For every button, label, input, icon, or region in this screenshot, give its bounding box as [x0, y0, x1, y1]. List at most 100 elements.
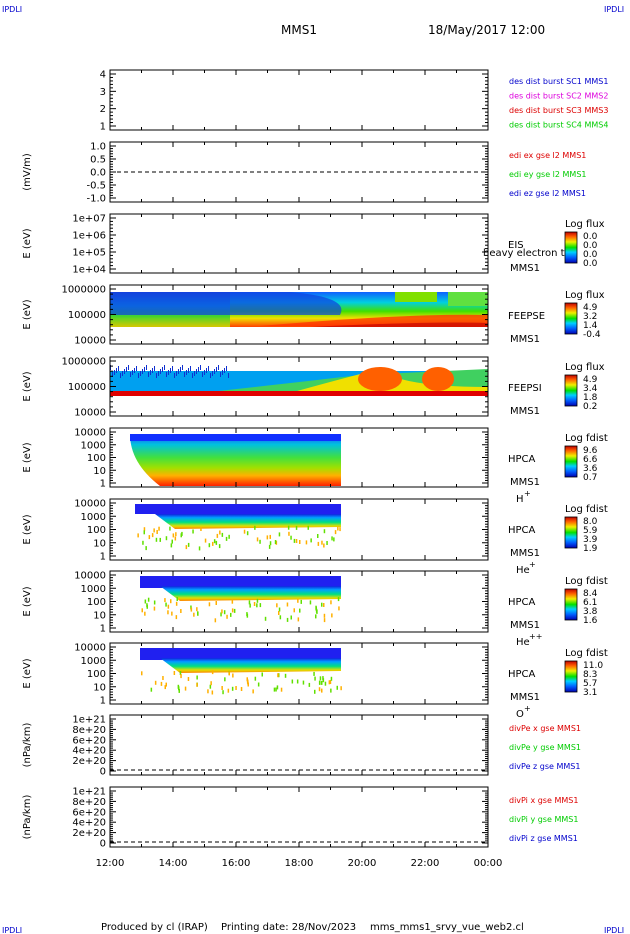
hpca-sparse-cell	[331, 613, 333, 618]
hpca-sparse-cell	[213, 539, 216, 544]
hpca-sparse-cell	[171, 539, 173, 544]
hpca-sparse-cell	[276, 685, 279, 690]
hpca-sparse-cell	[232, 673, 234, 678]
footer-filename: mms_mms1_srvy_vue_web2.cl	[370, 922, 524, 933]
y-tick-label: 10	[93, 538, 106, 549]
x-tick-label: 00:00	[474, 858, 503, 869]
hpca-sparse-cell	[221, 609, 223, 614]
spacecraft-label: MMS1	[510, 406, 540, 417]
hpca-sparse-cell	[208, 543, 211, 548]
hpca-sparse-cell	[300, 599, 302, 604]
feepsi-noise	[138, 373, 139, 378]
feepsi-noise	[154, 366, 155, 371]
hpca-top-band	[140, 648, 341, 660]
feepsi-noise	[212, 371, 213, 376]
hpca-sparse-cell	[246, 531, 249, 536]
hpca-sparse-cell	[339, 527, 341, 532]
hpca-sparse-cell	[153, 606, 156, 611]
panel-bursts: 4 3 2 1 des dist burst SC1 MMS1 des dist burs…	[100, 69, 608, 133]
feepsi-noise	[146, 365, 147, 370]
legend-entry: des dist burst SC2 MMS2	[509, 92, 608, 101]
hpca-sparse-cell	[287, 525, 290, 530]
hpca-sparse-cell	[210, 681, 212, 686]
y-tick-label: 1e+04	[72, 265, 106, 276]
hpca-top-band	[135, 504, 341, 514]
hpca-sparse-cell	[187, 542, 190, 547]
y-tick-label: 8e+20	[72, 797, 106, 808]
y-tick-label: 1e+05	[72, 248, 106, 259]
hpca-sparse-cell	[280, 687, 283, 692]
hpca-sparse-cell	[164, 685, 166, 690]
feepsi-noise	[208, 366, 209, 371]
hpca-sparse-cell	[278, 611, 280, 615]
instrument-label: EIS	[508, 240, 524, 251]
colorbar-title: Log flux	[565, 219, 605, 230]
y-tick-label: -1.0	[86, 194, 106, 205]
hpca-sparse-cell	[254, 525, 256, 530]
legend-entry: des dist burst SC1 MMS1	[509, 77, 608, 86]
y-axis-label: E (eV)	[22, 371, 33, 401]
hpca-sparse-cell	[273, 687, 276, 692]
y-tick-label: 1e+06	[72, 231, 106, 242]
y-tick-label: 10000	[74, 336, 106, 347]
feepse-peak-band	[310, 322, 488, 327]
colorbar-title: Log fdist	[565, 433, 608, 444]
y-tick-label: 10000	[74, 499, 106, 510]
hpca-sparse-cell	[159, 537, 161, 542]
hpca-sparse-cell	[196, 675, 198, 680]
species-label: He	[516, 637, 530, 648]
feepsi-noise	[116, 368, 117, 373]
hpca-sparse-cell	[317, 534, 319, 538]
hpca-sparse-cell	[322, 676, 324, 681]
x-tick-label: 22:00	[411, 858, 440, 869]
hpca-sparse-cell	[204, 538, 207, 543]
colorbar-tick-label: 11.0	[583, 661, 603, 671]
hpca-sparse-cell	[295, 539, 298, 543]
hpca-sparse-cell	[219, 530, 221, 535]
feepsi-noise	[214, 369, 215, 374]
hpca-sparse-cell	[318, 687, 321, 692]
y-tick-label: 10	[93, 610, 106, 621]
feepsi-noise	[142, 369, 143, 374]
legend-entry: divPi x gse MMS1	[509, 796, 578, 805]
panels: 4 3 2 1 des dist burst SC1 MMS1 des dist burs…	[22, 69, 608, 850]
hpca-spectrum	[160, 658, 341, 673]
hpca-sparse-cell	[290, 535, 292, 540]
hpca-sparse-cell	[256, 537, 259, 542]
instrument-label: HPCA	[508, 669, 536, 680]
hpca-sparse-cell	[178, 688, 180, 693]
y-tick-label: 100	[87, 525, 106, 536]
y-tick-label: 100000	[68, 382, 106, 393]
colorbar-tick-label: 3.4	[583, 384, 598, 394]
feepsi-noise	[172, 366, 173, 371]
hpca-sparse-cell	[222, 690, 224, 695]
y-axis-label: E (eV)	[22, 586, 33, 616]
hpca-sparse-cell	[165, 682, 167, 687]
colorbar-tick-label: 0.0	[583, 232, 598, 242]
y-tick-label: 2e+20	[72, 756, 106, 767]
hpca-sparse-cell	[193, 612, 195, 617]
y-tick-label: 10000	[74, 571, 106, 582]
colorbar-tick-label: 9.6	[583, 446, 598, 456]
y-tick-label: 6e+20	[72, 807, 106, 818]
hpca-sparse-cell	[266, 535, 269, 540]
y-axis-label: (nPa/km)	[22, 795, 33, 840]
feepsi-noise	[198, 367, 199, 372]
feepsi-noise	[158, 371, 159, 376]
y-tick-label: 2e+20	[72, 828, 106, 839]
feepsi-noise	[144, 367, 145, 372]
hpca-sparse-cell	[145, 546, 147, 551]
hpca-sparse-cell	[198, 546, 201, 551]
hpca-sparse-cell	[216, 533, 219, 538]
spacecraft-label: MMS1	[510, 548, 540, 559]
hpca-sparse-cell	[330, 600, 332, 605]
hpca-sparse-cell	[148, 535, 151, 540]
y-tick-label: 1e+21	[72, 715, 106, 726]
hpca-sparse-cell	[214, 618, 217, 623]
instrument-label: HPCA	[508, 597, 536, 608]
hpca-sparse-cell	[175, 532, 177, 537]
hpca-sparse-cell	[317, 541, 320, 546]
feepsi-noise	[130, 372, 131, 377]
hpca-sparse-cell	[243, 529, 246, 534]
